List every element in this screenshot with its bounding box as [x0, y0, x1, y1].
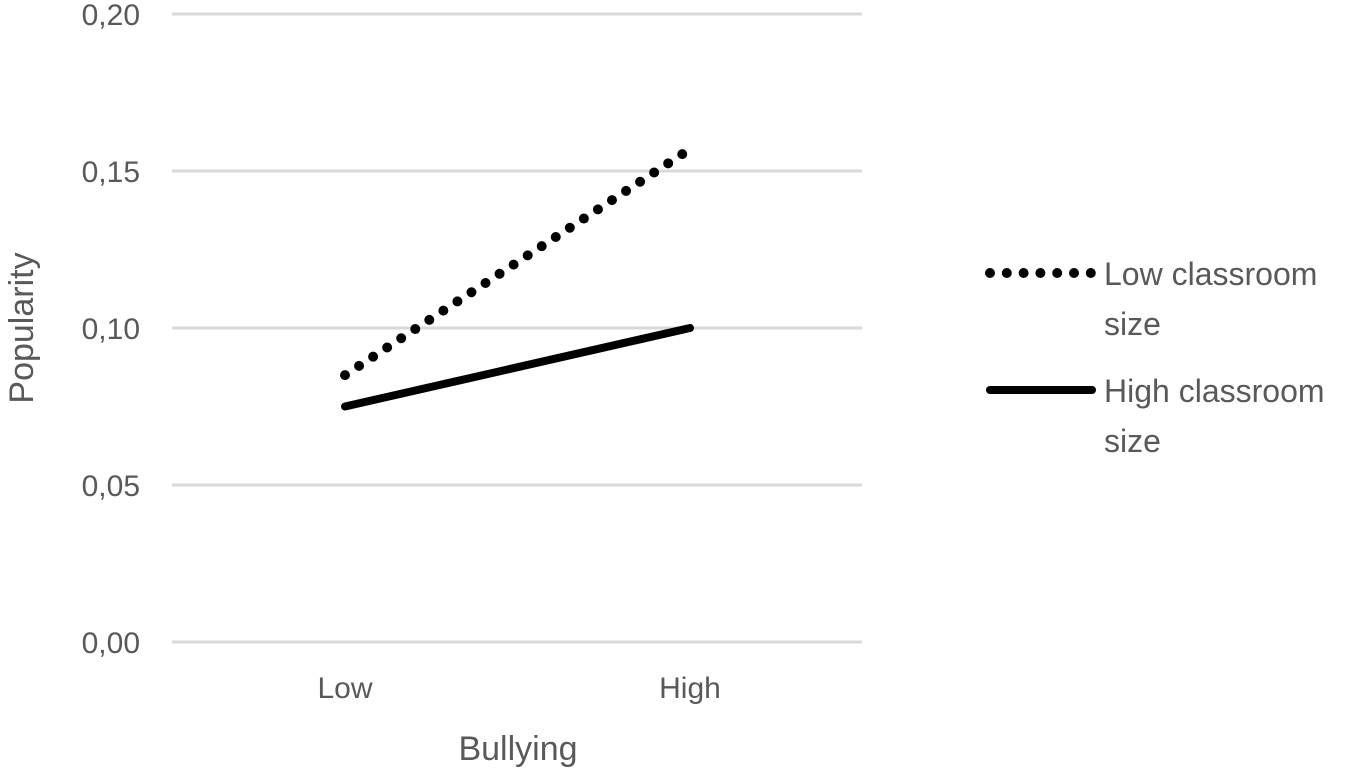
legend-label: Low classroom: [1104, 256, 1317, 292]
legend-label: size: [1104, 306, 1161, 342]
series-line-high-classroom-size: [341, 324, 694, 411]
x-tick-label: High: [659, 672, 721, 705]
x-axis-title: Bullying: [458, 730, 577, 768]
legend-label: High classroom: [1104, 373, 1325, 409]
series-line-low-classroom-size: [340, 144, 695, 381]
y-tick-label: 0,00: [82, 627, 140, 660]
y-axis-title: Popularity: [3, 252, 41, 403]
gridlines: [172, 12, 862, 644]
y-tick-label: 0,05: [82, 470, 140, 503]
x-axis-tick-labels: Low High: [317, 672, 720, 705]
y-tick-label: 0,10: [82, 313, 140, 346]
legend: Low classroom size High classroom size: [985, 256, 1325, 459]
y-tick-label: 0,15: [82, 156, 140, 189]
legend-label: size: [1104, 423, 1161, 459]
x-tick-label: Low: [317, 672, 372, 705]
y-tick-label: 0,20: [82, 0, 140, 32]
y-axis-tick-labels: 0,00 0,05 0,10 0,15 0,20: [82, 0, 140, 660]
series-lines: [340, 144, 695, 411]
